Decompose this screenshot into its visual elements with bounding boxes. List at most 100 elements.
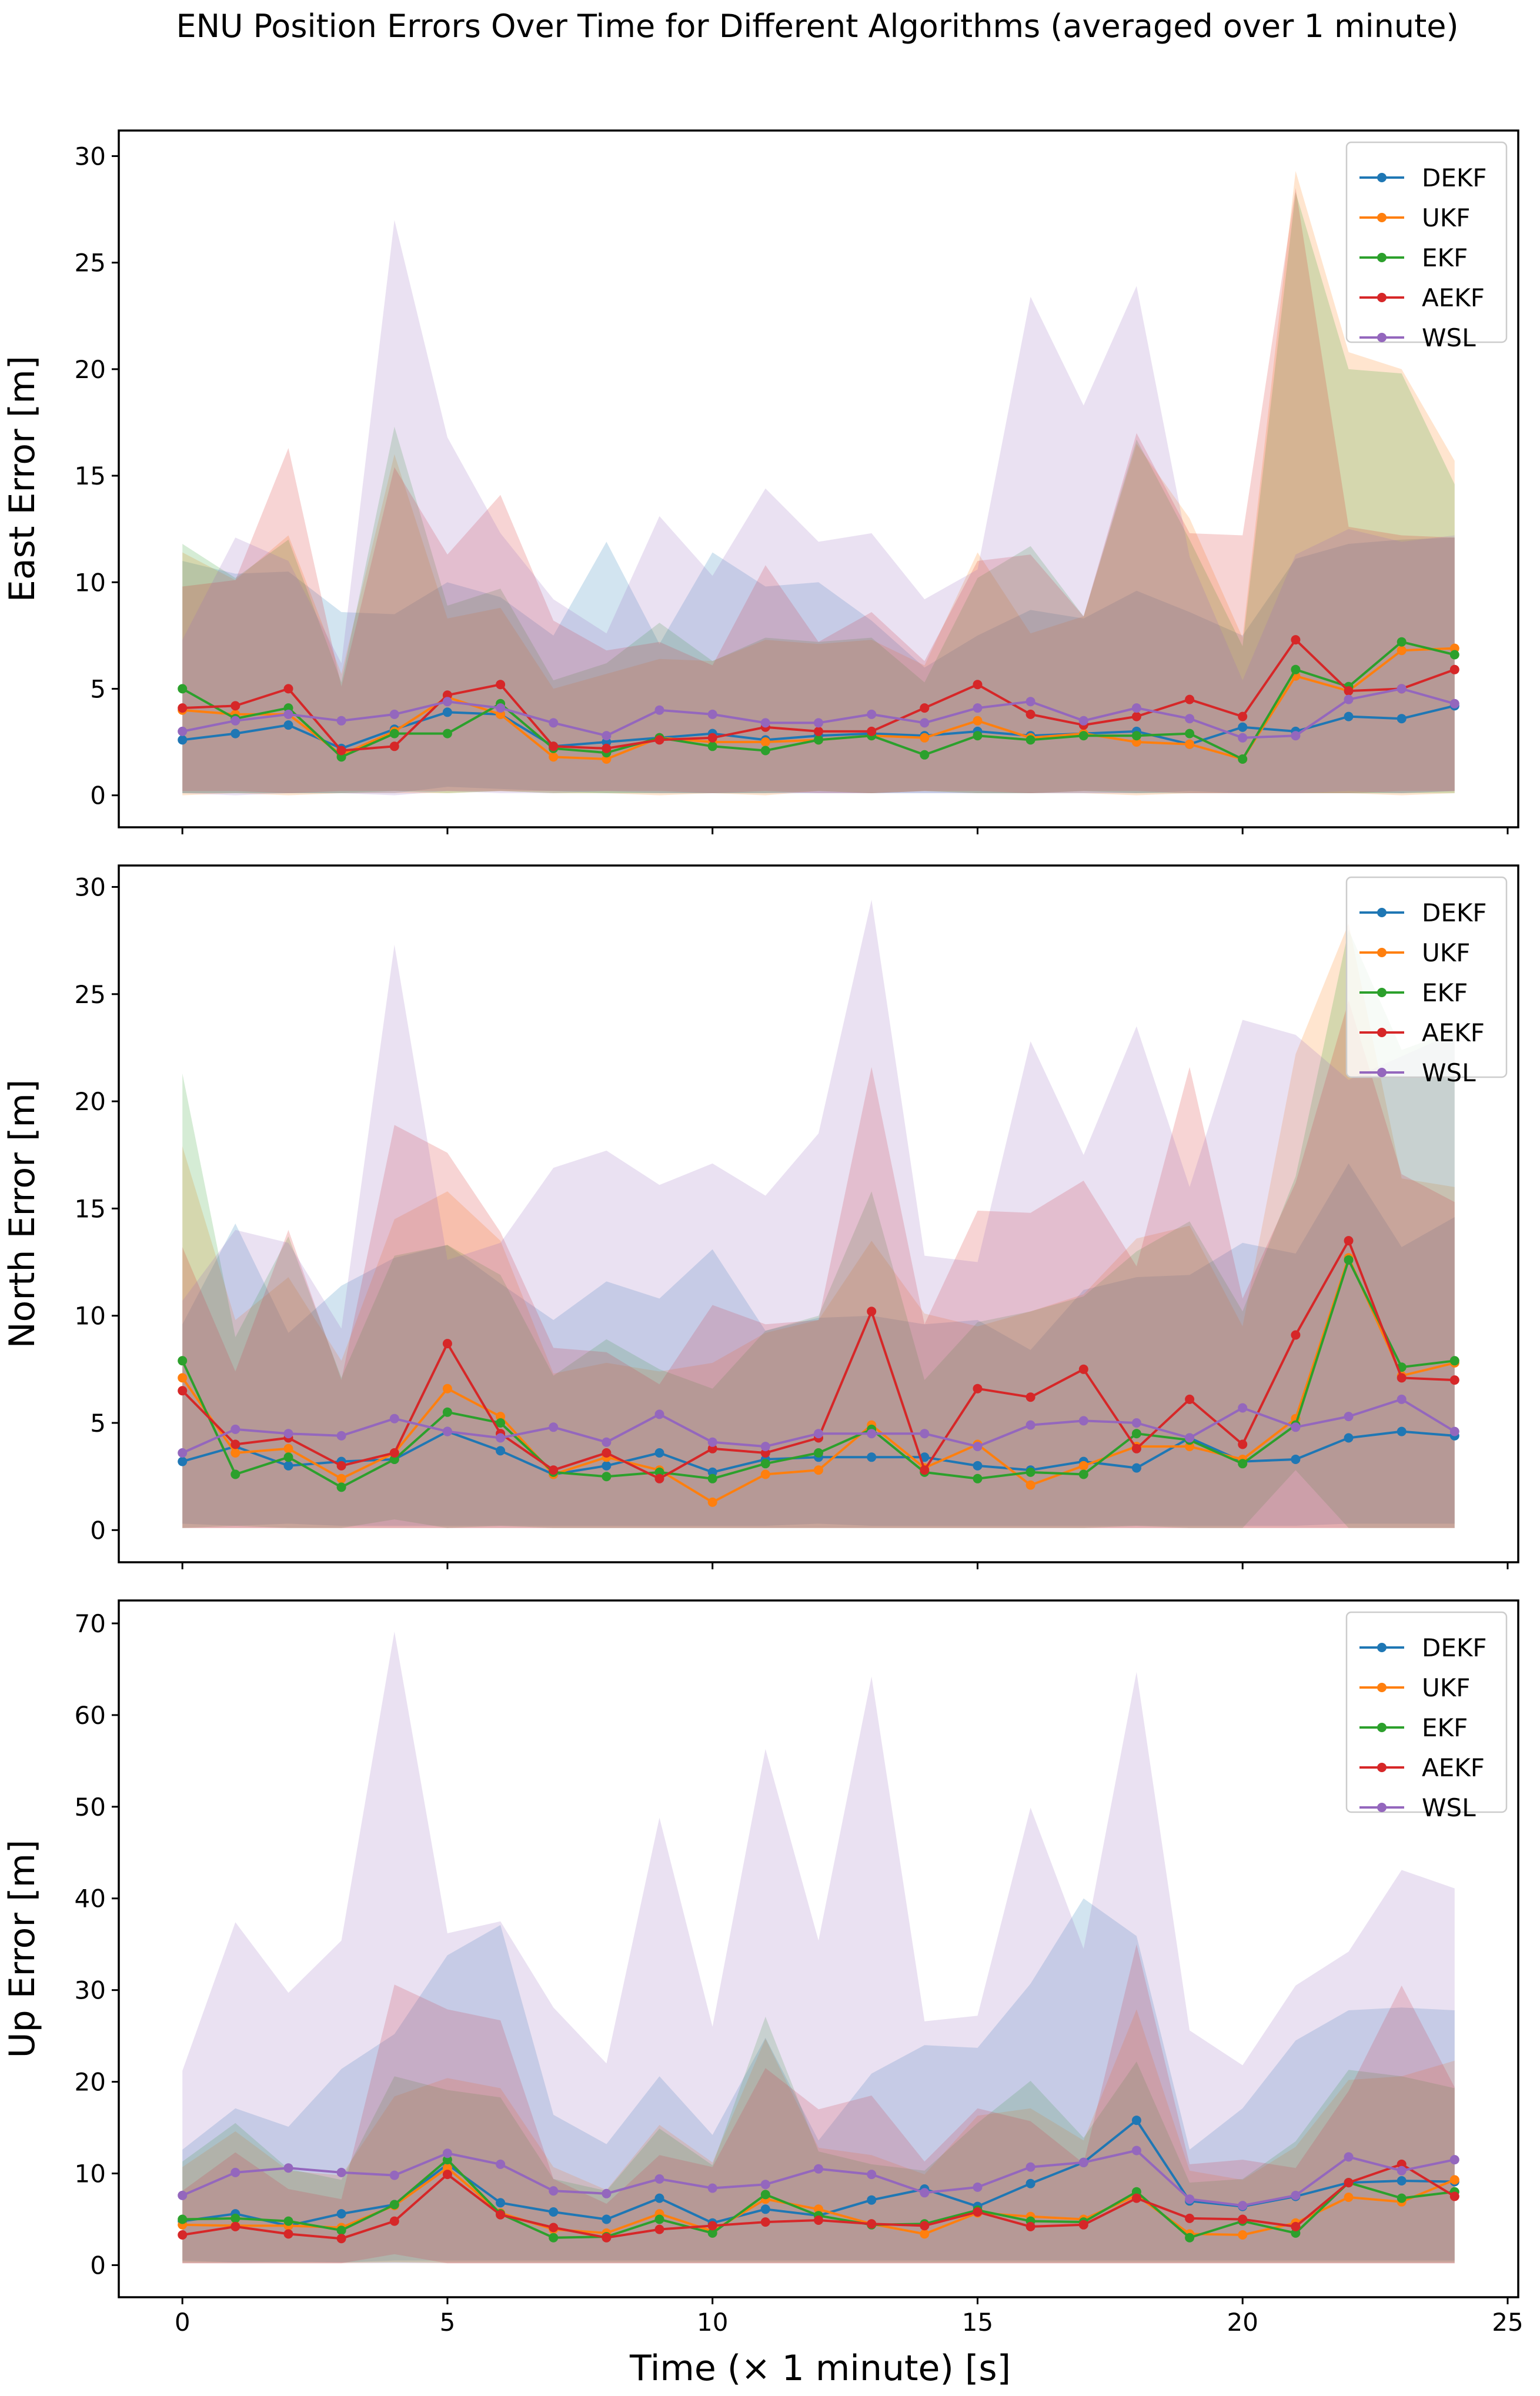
wsl-point [1185,2194,1195,2204]
wsl-point [814,2164,823,2174]
y-tick-label: 40 [75,1884,106,1913]
wsl-point [1131,703,1141,713]
wsl-point [496,703,506,713]
y-tick-label: 60 [75,1701,106,1730]
aekf-point [1078,2220,1088,2230]
wsl-point [920,2188,930,2198]
dekf-point [654,2193,664,2203]
dekf-point [1238,722,1248,732]
aekf-point [760,2217,770,2227]
y-axis-label: East Error [m] [2,356,43,602]
aekf-point [867,726,877,736]
wsl-point [920,718,930,728]
y-axis-label: North Error [m] [2,1080,43,1348]
wsl-series [178,684,1459,743]
legend-marker [1377,1723,1387,1732]
aekf-range-band [182,1944,1455,2264]
aekf-point [336,2234,346,2244]
dekf-point [1291,1455,1301,1464]
legend-box [1345,876,1508,1078]
legend-marker [1377,908,1387,917]
aekf-point [1449,1375,1459,1385]
dekf-point [1397,1426,1407,1436]
ekf-point [1397,637,1407,647]
ukf-point [760,737,770,747]
aekf-point [549,2223,559,2233]
ekf-point [1025,1467,1035,1477]
wsl-point [602,731,612,741]
legend-label: UKF [1422,938,1470,967]
wsl-point [496,1433,506,1443]
wsl-range-band [182,220,1455,796]
aekf-point [1449,664,1459,674]
wsl-point [283,1429,293,1439]
aekf-point [1291,1330,1301,1340]
wsl-point [283,2163,293,2173]
aekf-point [496,680,506,690]
ekf-point [1025,735,1035,745]
wsl-point [707,2183,717,2193]
ekf-point [814,735,823,745]
ekf-point [1078,1469,1088,1479]
axes-frame [118,1599,1519,2298]
wsl-point [707,709,717,719]
y-axis-label: Up Error [m] [2,1840,43,2059]
dekf-point [602,2214,612,2224]
wsl-point [920,1429,930,1439]
ukf-point [920,2229,930,2239]
legend-marker [1377,1643,1387,1652]
legend-label: AEKF [1422,1753,1485,1782]
legend-item-ukf: UKF [1359,1673,1470,1702]
aekf-point [1291,2221,1301,2231]
series-lines [178,2116,1459,2244]
aekf-point [442,2170,452,2180]
ekf-point [707,1473,717,1483]
aekf-point [1185,694,1195,704]
wsl-point [1185,1433,1195,1443]
wsl-point [1025,1420,1035,1430]
aekf-point [1344,1236,1354,1246]
ekf-point [973,1473,983,1483]
wsl-point [496,2159,506,2169]
y-tick-label: 0 [90,781,106,810]
legend-box [1345,1611,1508,1813]
dekf-point [178,735,188,745]
ekf-point [760,2190,770,2200]
wsl-point [1131,1418,1141,1428]
dekf-point [1131,1463,1141,1473]
wsl-point [973,703,983,713]
wsl-range-band [182,900,1455,1528]
wsl-point [389,1413,399,1423]
wsl-point [1078,716,1088,726]
ekf-point [1449,1356,1459,1366]
ekf-point [549,2233,559,2243]
wsl-point [654,705,664,715]
aekf-point [283,2229,293,2239]
legend-item-ukf: UKF [1359,203,1470,232]
y-tick-label: 10 [75,1302,106,1331]
wsl-point [602,1437,612,1447]
dekf-point [1025,2178,1035,2188]
legend-item-dekf: DEKF [1359,898,1487,927]
legend-marker [1377,293,1387,302]
aekf-point [1291,635,1301,645]
ekf-point [336,1482,346,1492]
aekf-point [814,2215,823,2225]
ukf-point [178,1373,188,1383]
legend-marker [1377,213,1387,222]
x-tick-label: 0 [175,2308,191,2337]
wsl-point [1344,694,1354,704]
dekf-point [1344,1433,1354,1443]
wsl-point [1238,1403,1248,1413]
ekf-point [602,1472,612,1482]
wsl-point [760,718,770,728]
legend-marker [1377,1028,1387,1037]
ekf-point [1185,2233,1195,2243]
ekf-point [496,1418,506,1428]
wsl-point [1449,699,1459,709]
wsl-point [1397,1394,1407,1404]
legend-label: AEKF [1422,283,1485,312]
x-tick-label: 5 [440,2308,456,2337]
y-tick-label: 30 [75,1976,106,2005]
x-tick-label: 20 [1227,2308,1258,2337]
